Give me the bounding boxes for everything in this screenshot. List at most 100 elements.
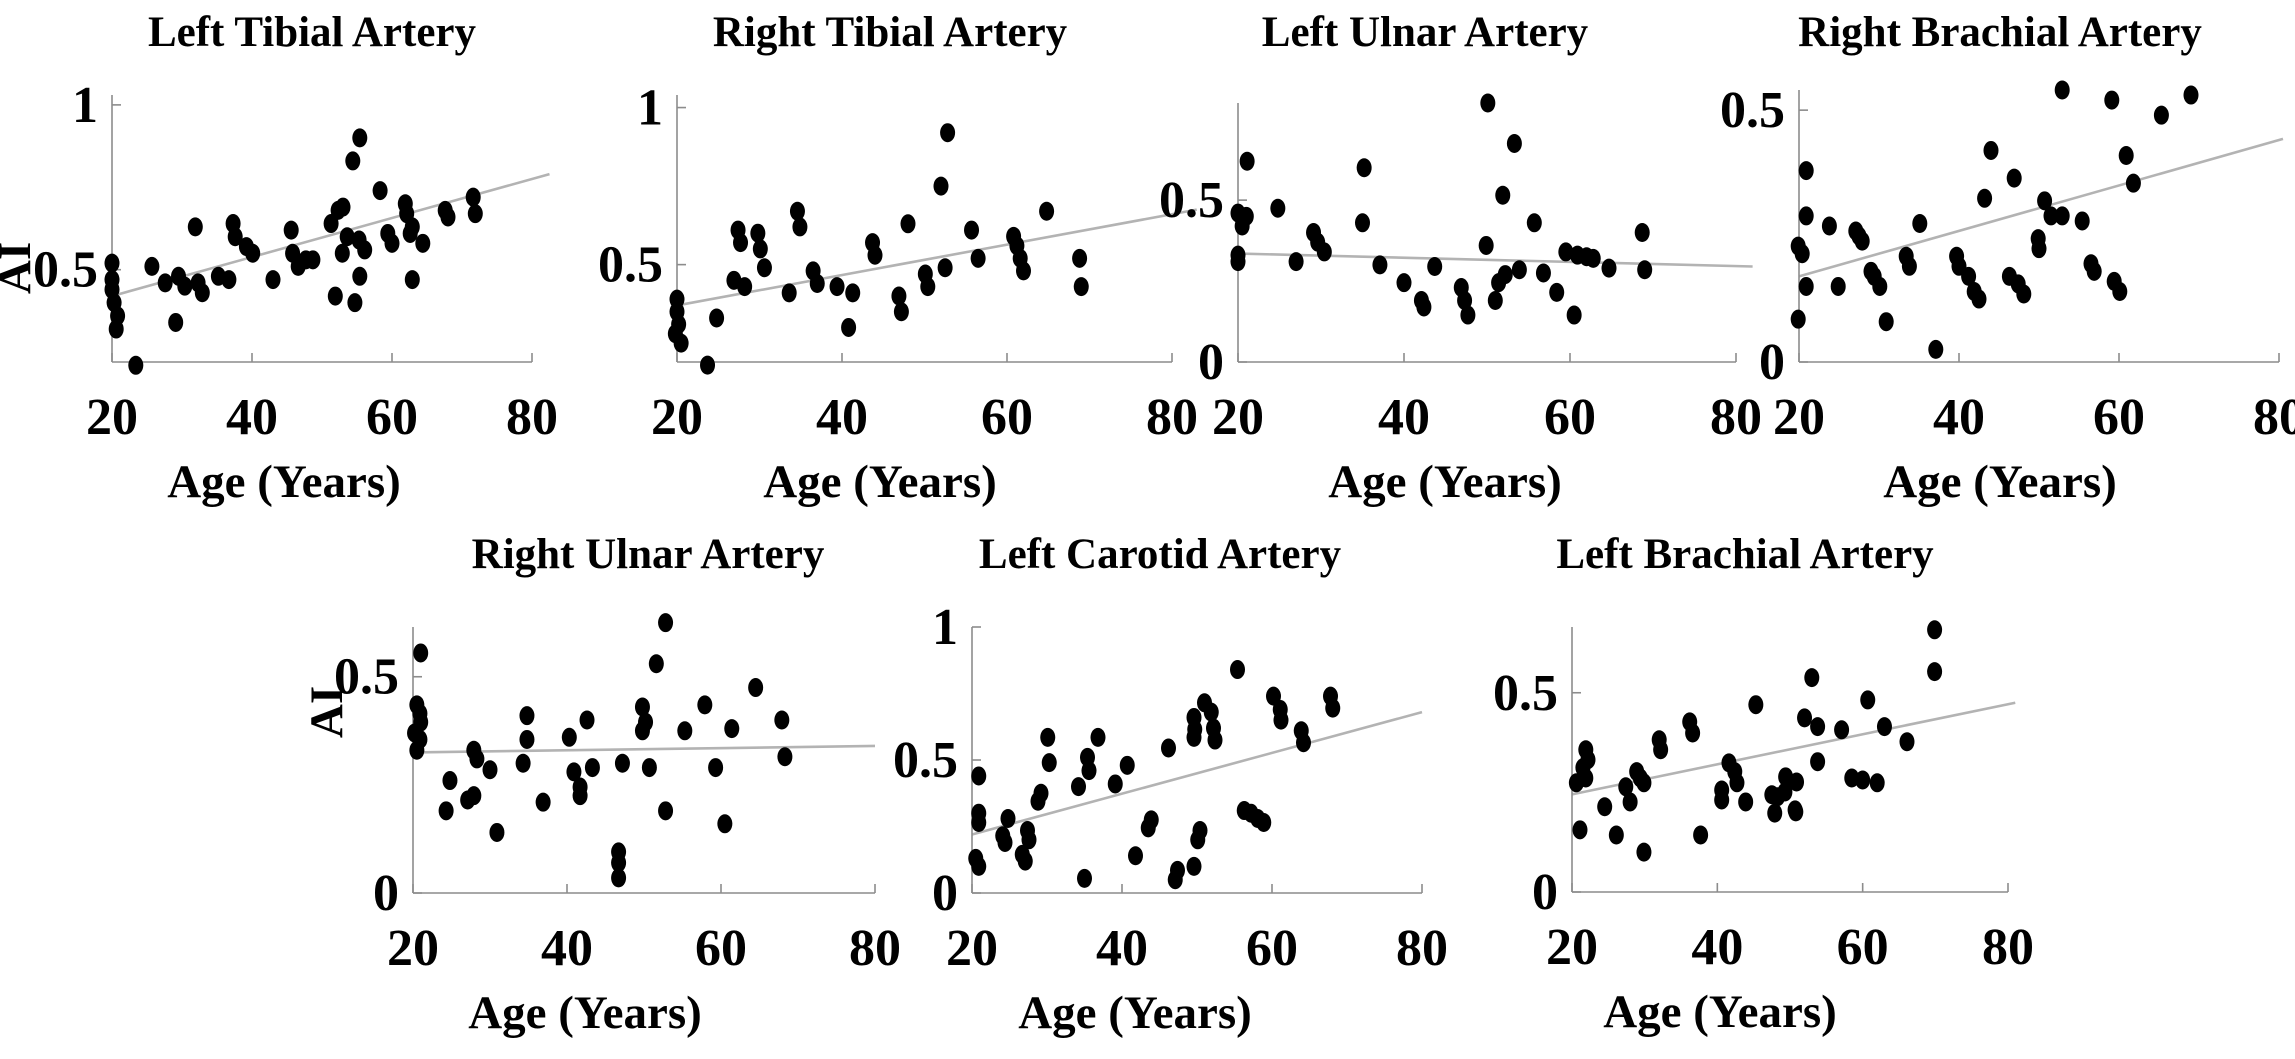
data-point bbox=[1797, 708, 1813, 728]
data-point bbox=[1578, 768, 1594, 788]
data-point bbox=[1714, 790, 1730, 810]
data-point bbox=[634, 697, 650, 717]
data-point bbox=[438, 801, 454, 821]
data-point bbox=[1040, 727, 1056, 747]
data-point bbox=[1872, 276, 1888, 296]
scatter-points bbox=[667, 123, 1089, 375]
x-tick-label: 40 bbox=[1691, 919, 1743, 976]
data-point bbox=[572, 786, 588, 806]
data-point bbox=[777, 747, 793, 767]
data-point bbox=[1566, 305, 1582, 325]
data-point bbox=[900, 214, 916, 234]
data-point bbox=[1928, 339, 1944, 359]
data-point bbox=[335, 197, 351, 217]
data-point bbox=[1787, 800, 1803, 820]
data-point bbox=[1876, 717, 1892, 737]
data-point bbox=[1480, 93, 1496, 113]
data-point bbox=[415, 233, 431, 253]
data-point bbox=[717, 814, 733, 834]
data-point bbox=[1834, 720, 1850, 740]
data-point bbox=[384, 233, 400, 253]
data-point bbox=[2016, 284, 2032, 304]
data-point bbox=[1526, 213, 1542, 233]
data-point bbox=[940, 123, 956, 143]
y-tick-label: 0.5 bbox=[893, 732, 958, 789]
subplot-title: Left Tibial Artery bbox=[148, 9, 477, 56]
data-point bbox=[611, 868, 627, 888]
y-tick-label: 1 bbox=[637, 80, 663, 137]
subplot-title: Left Ulnar Artery bbox=[1262, 9, 1589, 56]
data-point bbox=[409, 740, 425, 760]
data-point bbox=[774, 710, 790, 730]
scatter-points bbox=[1230, 93, 1653, 325]
data-point bbox=[2074, 211, 2090, 231]
data-point bbox=[2031, 239, 2047, 259]
data-point bbox=[641, 758, 657, 778]
data-point bbox=[2054, 206, 2070, 226]
data-point bbox=[283, 220, 299, 240]
data-point bbox=[933, 176, 949, 196]
x-tick-label: 60 bbox=[1544, 389, 1596, 446]
subplot-left-carotid-artery: 20 40 60 80 0 0.5 1 Left Carotid Artery Age (Yea… bbox=[893, 531, 1448, 1039]
data-point bbox=[1869, 773, 1885, 793]
data-point bbox=[1601, 258, 1617, 278]
data-point bbox=[1207, 730, 1223, 750]
data-point bbox=[1090, 727, 1106, 747]
subplot-title: Left Brachial Artery bbox=[1556, 531, 1934, 578]
x-tick-label: 20 bbox=[1212, 389, 1264, 446]
data-point bbox=[2112, 281, 2128, 301]
data-point bbox=[1033, 783, 1049, 803]
data-point bbox=[108, 319, 124, 339]
data-point bbox=[1580, 750, 1596, 770]
data-point bbox=[566, 762, 582, 782]
data-point bbox=[1637, 260, 1653, 280]
data-point bbox=[519, 729, 535, 749]
data-point bbox=[1270, 198, 1286, 218]
data-point bbox=[2043, 206, 2059, 226]
data-point bbox=[1878, 312, 1894, 332]
data-point bbox=[466, 786, 482, 806]
data-point bbox=[737, 277, 753, 297]
data-point bbox=[1794, 244, 1810, 264]
data-point bbox=[1143, 810, 1159, 830]
data-point bbox=[2086, 261, 2102, 281]
data-point bbox=[1203, 702, 1219, 722]
data-point bbox=[327, 286, 343, 306]
data-point bbox=[1810, 752, 1826, 772]
data-point bbox=[1901, 256, 1917, 276]
data-point bbox=[519, 706, 535, 726]
x-tick-label: 40 bbox=[226, 389, 278, 446]
y-tick-label: 0.5 bbox=[1720, 82, 1785, 139]
data-point bbox=[1572, 820, 1588, 840]
data-point bbox=[1511, 260, 1527, 280]
data-point bbox=[1810, 717, 1826, 737]
x-tick-label: 60 bbox=[366, 389, 418, 446]
data-point bbox=[2118, 145, 2134, 165]
y-tick-label: 0.5 bbox=[598, 237, 663, 294]
y-tick-label: 0.5 bbox=[1493, 665, 1558, 722]
data-point bbox=[305, 250, 321, 270]
y-axis-label: AI bbox=[301, 686, 353, 738]
data-point bbox=[372, 181, 388, 201]
x-tick-label: 80 bbox=[849, 920, 901, 977]
data-point bbox=[1356, 158, 1372, 178]
data-point bbox=[709, 308, 725, 328]
data-point bbox=[1071, 777, 1086, 797]
data-point bbox=[752, 239, 768, 259]
x-tick-label: 60 bbox=[1837, 919, 1889, 976]
y-tick-label: 1 bbox=[932, 599, 958, 656]
subplot-right-brachial-artery: 20 40 60 80 0 0.5 Right Brachial Artery Age (Ye… bbox=[1720, 9, 2295, 508]
data-point bbox=[1161, 738, 1176, 758]
y-axis-label: AI bbox=[0, 242, 41, 294]
data-point bbox=[221, 270, 237, 290]
data-point bbox=[1608, 825, 1624, 845]
data-point bbox=[2183, 85, 2199, 105]
x-tick-label: 80 bbox=[1982, 919, 2034, 976]
data-point bbox=[1457, 290, 1473, 310]
scatter-points bbox=[1790, 80, 2199, 359]
data-point bbox=[724, 719, 740, 739]
data-point bbox=[104, 253, 120, 273]
data-point bbox=[1961, 266, 1977, 286]
data-point bbox=[1170, 860, 1185, 880]
